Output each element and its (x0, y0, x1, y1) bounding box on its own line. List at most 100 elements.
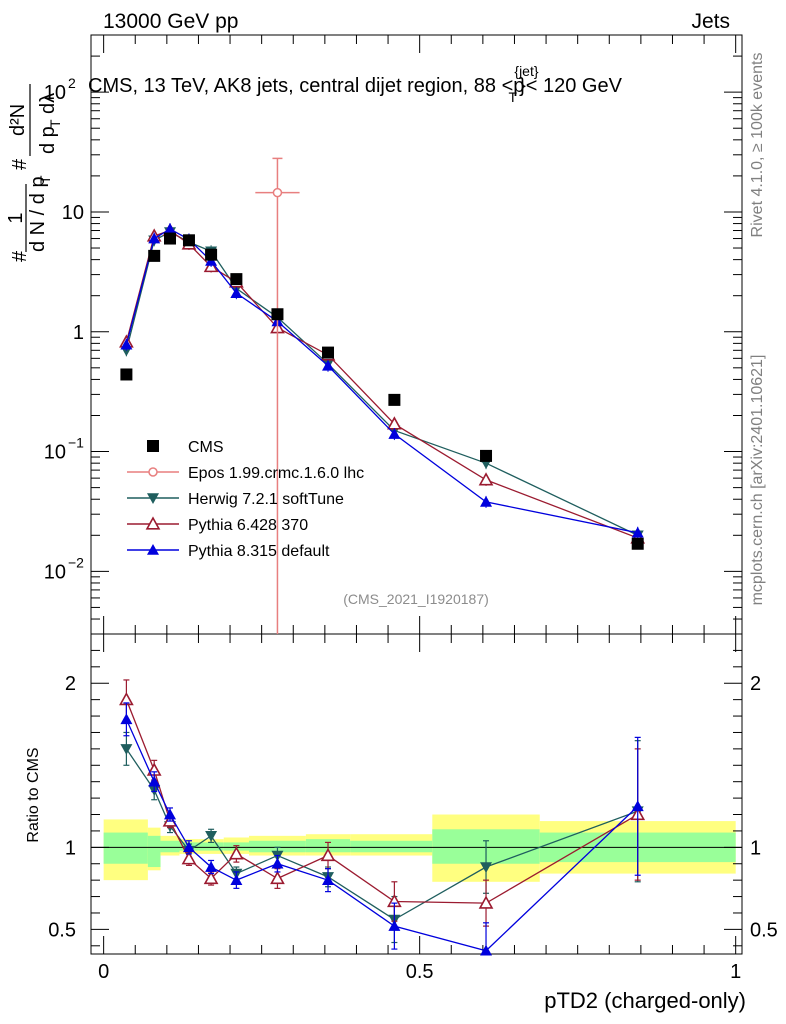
rivet-label: Rivet 4.1.0, ≥ 100k events (749, 53, 766, 238)
band-inner-bin (103, 832, 148, 864)
legend-marker-cms (147, 440, 159, 452)
pythia8-ratio-point (164, 808, 177, 820)
pythia6-point (478, 472, 494, 486)
pythia8-line (125, 228, 638, 534)
y-tick-exponent: −2 (68, 554, 84, 570)
ratio-y-tick-label: 2 (65, 673, 76, 695)
band-inner-bin (147, 835, 161, 868)
ratio-y-tick-label-right: 0.5 (750, 919, 778, 941)
ylabel-d2n: d²N (7, 104, 29, 136)
main-ylabel: # 1 d N / d p T # d p T dλ d²N (5, 84, 63, 262)
legend: CMS Epos 1.99.crmc.1.6.0 lhc Herwig 7.2.1 … (127, 439, 364, 560)
y-tick-label: 1 (73, 322, 84, 344)
ylabel-hash-1: # (9, 250, 31, 262)
ylabel-dpt: d p (37, 126, 59, 154)
pythia6-ratio-point (229, 846, 244, 860)
analysis-tag: (CMS_2021_I1920187) (343, 591, 489, 607)
pythia8-ratio-point (388, 920, 401, 931)
legend-marker-pythia6 (145, 516, 161, 530)
herwig-ratio-point (480, 862, 493, 874)
ylabel-dpt-sub: T (47, 119, 63, 128)
x-ticks: 0 0.5 1 (98, 35, 741, 983)
pythia8-ratio-point (182, 841, 195, 853)
title-t-sub: T (509, 89, 518, 105)
ylabel-dn-dpt-sub: T (37, 175, 53, 184)
pythia8-ratio-point (271, 857, 284, 869)
ratio-y-tick-label: 0.5 (48, 919, 76, 941)
ylabel-dlambda: dλ (37, 93, 59, 114)
pythia8-point (230, 287, 243, 298)
ylabel-dn-dpt: d N / d p (27, 176, 49, 252)
pythia8-point (388, 428, 401, 439)
herwig-line (125, 231, 638, 536)
ratio-ticks: 0.5 0.5 1 1 2 2 (48, 633, 778, 947)
legend-marker-herwig (147, 493, 159, 504)
pythia8-ratio-point (205, 861, 218, 872)
cms-point (322, 346, 335, 359)
header-jets: Jets (691, 10, 730, 33)
title-main-part: CMS, 13 TeV, AK8 jets, central dijet reg… (88, 75, 524, 97)
ylabel-one: 1 (5, 212, 27, 223)
pythia8-ratio-point (322, 874, 335, 885)
cms-point (182, 234, 195, 247)
cms-point (230, 273, 243, 286)
pythia6-ratio-point (478, 895, 494, 909)
y-tick-exponent: 2 (68, 75, 76, 91)
x-tick-label: 0 (98, 961, 109, 983)
ratio-y-tick-label-right: 2 (750, 673, 761, 695)
epos-point (272, 187, 283, 198)
pythia8-ratio-point (120, 713, 133, 725)
pythia8-point (120, 338, 133, 350)
legend-label-pythia8: Pythia 8.315 default (188, 543, 330, 560)
band-inner-bin (350, 840, 433, 853)
main-data (119, 157, 646, 634)
pythia8-point (148, 232, 161, 244)
y-tick-label: 10 (62, 202, 84, 224)
ylabel-hash-2: # (9, 158, 31, 170)
header-energy: 13000 GeV pp (103, 10, 238, 33)
pythia8-ratio-point (631, 800, 644, 812)
y-tick-label: 10 (44, 82, 66, 104)
pythia8-ratio-point (148, 775, 161, 787)
cms-point (480, 449, 493, 462)
cms-point (205, 248, 218, 261)
pythia8-point (164, 223, 177, 234)
pythia8-ratio-point (480, 944, 493, 956)
legend-marker-epos (148, 467, 158, 477)
ratio-ylabel: Ratio to CMS (25, 747, 42, 842)
band-inner-bin (198, 842, 224, 851)
legend-label-herwig: Herwig 7.2.1 softTune (188, 491, 344, 508)
pythia6-ratio-point (320, 847, 336, 862)
cms-point (120, 368, 133, 381)
pythia8-point (480, 495, 493, 507)
cms-point (631, 537, 644, 550)
x-tick-label: 0.5 (406, 961, 434, 983)
title-jet-sup: {jet} (514, 63, 538, 79)
band-inner-bin (249, 840, 306, 853)
band-inner-bin (160, 840, 180, 853)
ratio-data (119, 679, 646, 956)
ratio-y-tick-label: 1 (65, 837, 76, 859)
pythia8-ratio-point (230, 874, 243, 885)
herwig-ratio-point (205, 831, 218, 842)
pythia6-ratio-point (181, 851, 197, 865)
x-axis-label: pTD2 (charged-only) (544, 988, 746, 1013)
x-tick-label: 1 (730, 961, 741, 983)
cms-point (164, 232, 177, 245)
y-tick-label: 10 (44, 561, 66, 583)
cms-point (271, 308, 284, 321)
legend-label-pythia6: Pythia 6.428 370 (188, 517, 308, 534)
ratio-y-tick-label-right: 1 (750, 837, 761, 859)
cms-point (148, 249, 161, 262)
cms-point (388, 393, 401, 406)
pythia8-point (631, 526, 644, 538)
pythia6-ratio-point (203, 870, 219, 885)
chart-title: CMS, 13 TeV, AK8 jets, central dijet reg… (88, 63, 623, 105)
ratio-frame (90, 633, 743, 955)
pythia8-point (322, 359, 335, 371)
pythia6-ratio-point (270, 870, 285, 885)
mcplots-label: mcplots.cern.ch [arXiv:2401.10621] (749, 355, 766, 606)
legend-label-cms: CMS (188, 439, 224, 456)
